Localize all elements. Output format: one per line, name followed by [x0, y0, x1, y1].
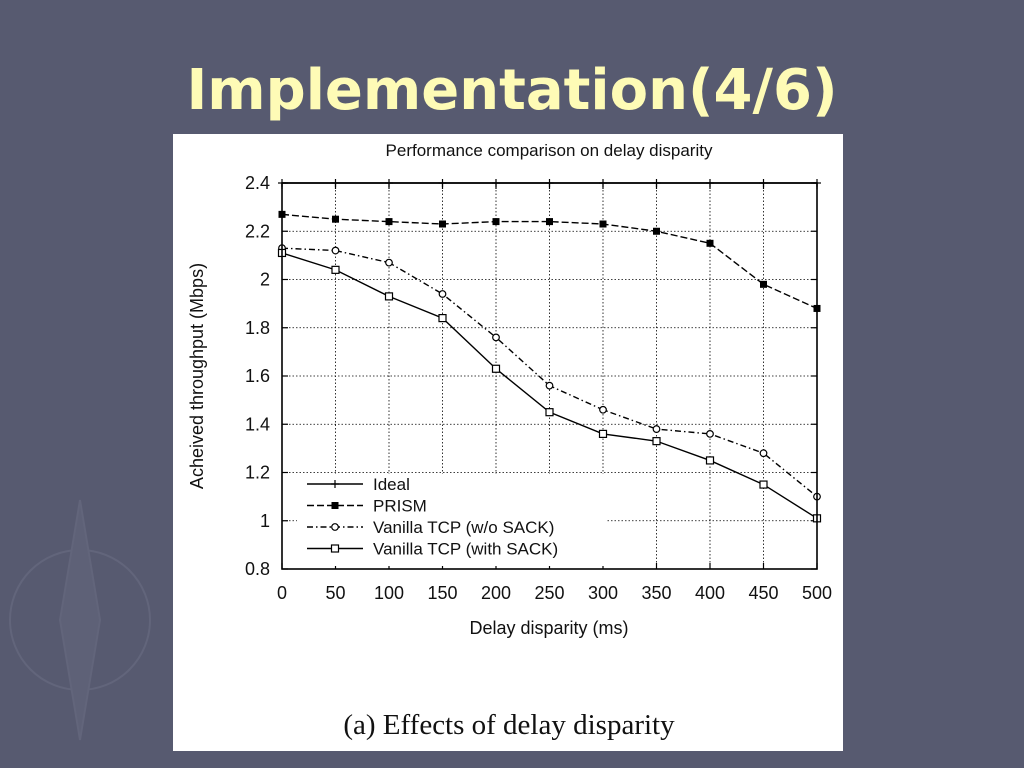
- x-tick-label: 350: [641, 583, 671, 603]
- grid-lines: [281, 182, 818, 570]
- legend-item: PRISM: [307, 497, 427, 516]
- data-point: [492, 333, 500, 342]
- legend-label: Ideal: [373, 475, 410, 494]
- data-point: [439, 220, 446, 228]
- x-tick-label: 450: [748, 583, 778, 603]
- data-point: [492, 218, 500, 226]
- x-tick-label: 200: [481, 583, 511, 603]
- legend-item: Vanilla TCP (w/o SACK): [307, 518, 554, 537]
- figure-caption: (a) Effects of delay disparity: [343, 709, 675, 741]
- data-point: [331, 246, 340, 255]
- data-point: [706, 430, 714, 438]
- y-axis-label: Acheived throughput (Mbps): [187, 263, 207, 489]
- legend: Ideal PRISM Vanilla TCP (w/o SACK) Vanilla …: [297, 474, 607, 566]
- y-tick-label: 1.4: [245, 414, 270, 434]
- compass-watermark-icon: [9, 499, 151, 741]
- data-point: [705, 456, 715, 465]
- data-point: [759, 480, 768, 489]
- y-tick-label: 1.8: [245, 318, 270, 338]
- y-tick-label: 1.2: [245, 463, 270, 483]
- y-tick-label: 2.2: [245, 221, 270, 241]
- y-tick-label: 1: [260, 511, 270, 531]
- line-chart: Performance comparison on delay disparit…: [187, 141, 832, 741]
- legend-marker: [330, 544, 340, 553]
- x-axis-label: Delay disparity (ms): [469, 618, 628, 638]
- data-point: [438, 290, 447, 298]
- data-point: [331, 265, 340, 274]
- x-tick-label: 400: [695, 583, 725, 603]
- legend-marker: [331, 523, 339, 531]
- data-point: [438, 314, 447, 323]
- legend-marker: [331, 480, 339, 488]
- legend-label: Vanilla TCP (with SACK): [373, 540, 558, 559]
- y-tick-label: 2.4: [245, 173, 270, 193]
- series-line: [281, 213, 818, 310]
- data-point: [332, 215, 339, 223]
- y-tick-label: 1.6: [245, 366, 270, 386]
- data-point: [652, 437, 661, 446]
- legend-item: Ideal: [307, 475, 410, 494]
- data-point: [759, 449, 768, 458]
- chart-panel: Performance comparison on delay disparit…: [173, 134, 843, 751]
- x-tick-label: 300: [588, 583, 618, 603]
- slide-title: Implementation(4/6): [186, 58, 838, 123]
- x-tick-label: 100: [374, 583, 404, 603]
- data-point: [599, 220, 607, 228]
- data-point: [652, 425, 661, 433]
- axis-ticks: 0 50 100 150 200 250 300 350 400 450 500 0.8 1 1.2 1.4…: [245, 173, 832, 603]
- y-tick-label: 2: [260, 270, 270, 290]
- data-point: [545, 408, 554, 417]
- x-tick-label: 150: [427, 583, 457, 603]
- y-tick-label: 0.8: [245, 559, 270, 579]
- data-point: [385, 218, 393, 226]
- legend-item: Vanilla TCP (with SACK): [307, 540, 558, 559]
- data-point: [384, 292, 394, 301]
- legend-box: [297, 474, 607, 566]
- legend-label: PRISM: [373, 497, 427, 516]
- data-point: [545, 381, 554, 390]
- data-point: [546, 218, 553, 226]
- data-point: [491, 364, 501, 373]
- data-point: [706, 239, 714, 247]
- legend-label: Vanilla TCP (w/o SACK): [373, 518, 554, 537]
- data-point: [385, 258, 393, 267]
- data-point: [653, 227, 660, 235]
- chart-title: Performance comparison on delay disparit…: [386, 141, 713, 160]
- x-tick-label: 250: [534, 583, 564, 603]
- x-tick-label: 500: [802, 583, 832, 603]
- data-point: [599, 405, 607, 414]
- x-tick-label: 0: [277, 583, 287, 603]
- legend-marker: [331, 502, 339, 509]
- x-tick-label: 50: [325, 583, 345, 603]
- plot-frame: [281, 182, 818, 570]
- data-point: [598, 429, 608, 438]
- data-point: [760, 280, 767, 288]
